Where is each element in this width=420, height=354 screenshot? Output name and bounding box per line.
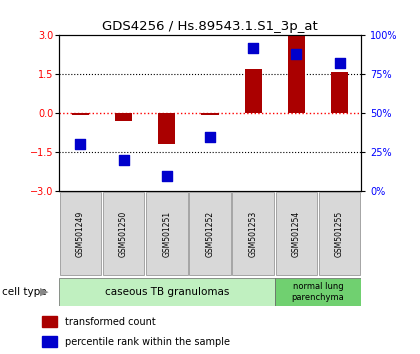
Bar bbox=[244, 69, 262, 113]
Bar bbox=[331, 72, 348, 113]
Bar bbox=[276, 192, 317, 275]
Bar bbox=[275, 279, 361, 306]
Point bbox=[207, 134, 213, 139]
Title: GDS4256 / Hs.89543.1.S1_3p_at: GDS4256 / Hs.89543.1.S1_3p_at bbox=[102, 20, 318, 33]
Point bbox=[120, 157, 127, 163]
Text: GSM501252: GSM501252 bbox=[205, 211, 215, 257]
Bar bbox=[146, 192, 188, 275]
Bar bbox=[201, 113, 219, 115]
Point bbox=[336, 61, 343, 66]
Bar bbox=[189, 192, 231, 275]
Text: GSM501251: GSM501251 bbox=[162, 211, 171, 257]
Bar bbox=[232, 192, 274, 275]
Bar bbox=[288, 35, 305, 113]
Text: caseous TB granulomas: caseous TB granulomas bbox=[105, 287, 229, 297]
Bar bbox=[158, 113, 176, 144]
Text: GSM501249: GSM501249 bbox=[76, 211, 85, 257]
Text: cell type: cell type bbox=[2, 287, 47, 297]
Text: transformed count: transformed count bbox=[65, 318, 156, 327]
Bar bbox=[60, 192, 101, 275]
Text: normal lung
parenchyma: normal lung parenchyma bbox=[291, 282, 344, 302]
Bar bbox=[59, 279, 275, 306]
Bar bbox=[319, 192, 360, 275]
Point bbox=[163, 173, 170, 178]
Text: GSM501253: GSM501253 bbox=[249, 211, 258, 257]
Point bbox=[250, 45, 257, 51]
Text: GSM501254: GSM501254 bbox=[292, 211, 301, 257]
Text: GSM501255: GSM501255 bbox=[335, 211, 344, 257]
Text: percentile rank within the sample: percentile rank within the sample bbox=[65, 337, 230, 347]
Bar bbox=[103, 192, 144, 275]
Bar bbox=[72, 113, 89, 115]
Bar bbox=[42, 316, 57, 327]
Text: GSM501250: GSM501250 bbox=[119, 211, 128, 257]
Point bbox=[293, 51, 300, 57]
Bar bbox=[42, 336, 57, 347]
Bar bbox=[115, 113, 132, 121]
Text: ▶: ▶ bbox=[40, 287, 48, 297]
Point bbox=[77, 142, 84, 147]
